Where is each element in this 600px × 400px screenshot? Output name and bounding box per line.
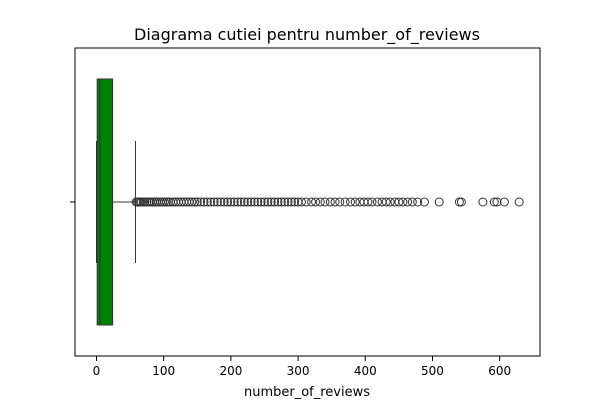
- outlier-point: [290, 197, 300, 207]
- outlier-point: [454, 197, 464, 207]
- outlier-point: [270, 197, 280, 207]
- outlier-point: [434, 197, 444, 207]
- outlier-point: [398, 197, 408, 207]
- x-axis: 0 100 200 300 400 500 600: [70, 201, 511, 378]
- outlier-point: [296, 197, 306, 207]
- outlier-point: [226, 197, 236, 207]
- outlier-point: [350, 197, 360, 207]
- outlier-point: [456, 197, 466, 207]
- outlier-point: [394, 197, 404, 207]
- outlier-point: [273, 197, 283, 207]
- outlier-point: [407, 197, 417, 207]
- outlier-point: [233, 197, 243, 207]
- outlier-point: [280, 197, 290, 207]
- outlier-point: [219, 197, 229, 207]
- outlier-point: [385, 197, 395, 207]
- outlier-point: [320, 197, 330, 207]
- outlier-point: [301, 197, 311, 207]
- outlier-point: [192, 197, 202, 207]
- x-tick-label: 100: [152, 364, 175, 378]
- outlier-point: [223, 197, 233, 207]
- outlier-point: [499, 197, 509, 207]
- x-tick-label: 400: [354, 364, 377, 378]
- outlier-point: [253, 197, 263, 207]
- outlier-point: [346, 197, 356, 207]
- outlier-point: [315, 197, 325, 207]
- outlier-point: [340, 197, 350, 207]
- outlier-point: [403, 197, 413, 207]
- x-tick-label: 500: [421, 364, 444, 378]
- outlier-point: [187, 197, 197, 207]
- outlier-point: [514, 197, 524, 207]
- x-tick-label: 200: [219, 364, 242, 378]
- outlier-point: [335, 197, 345, 207]
- outlier-point: [229, 197, 239, 207]
- outlier-point: [263, 197, 273, 207]
- outlier-point: [249, 197, 259, 207]
- outlier-point: [199, 197, 209, 207]
- outlier-point: [212, 197, 222, 207]
- chart-title: Diagrama cutiei pentru number_of_reviews: [134, 25, 480, 45]
- x-tick-label: 600: [488, 364, 511, 378]
- outlier-point: [239, 197, 249, 207]
- outlier-point: [246, 197, 256, 207]
- outlier-points: [131, 197, 524, 207]
- outlier-point: [243, 197, 253, 207]
- outlier-point: [206, 197, 216, 207]
- x-axis-label: number_of_reviews: [244, 385, 370, 400]
- outlier-point: [381, 197, 391, 207]
- outlier-point: [259, 197, 269, 207]
- outlier-point: [196, 197, 206, 207]
- outlier-point: [363, 197, 373, 207]
- outlier-point: [286, 197, 296, 207]
- outlier-point: [489, 197, 499, 207]
- outlier-point: [330, 197, 340, 207]
- outlier-point: [413, 197, 423, 207]
- outlier-point: [283, 197, 293, 207]
- outlier-point: [216, 197, 226, 207]
- outlier-point: [276, 197, 286, 207]
- outlier-point: [372, 197, 382, 207]
- box: [96, 78, 114, 326]
- outlier-point: [419, 197, 429, 207]
- outlier-point: [311, 197, 321, 207]
- outlier-point: [367, 197, 377, 207]
- outlier-point: [236, 197, 246, 207]
- outlier-point: [202, 197, 212, 207]
- outlier-point: [478, 197, 488, 207]
- x-tick-label: 0: [93, 364, 101, 378]
- outlier-point: [256, 197, 266, 207]
- outlier-point: [266, 197, 276, 207]
- outlier-point: [325, 197, 335, 207]
- outlier-point: [209, 197, 219, 207]
- outlier-point: [492, 197, 502, 207]
- outlier-point: [190, 197, 200, 207]
- x-tick-label: 300: [287, 364, 310, 378]
- outlier-point: [307, 197, 317, 207]
- iqr-box: [96, 78, 114, 326]
